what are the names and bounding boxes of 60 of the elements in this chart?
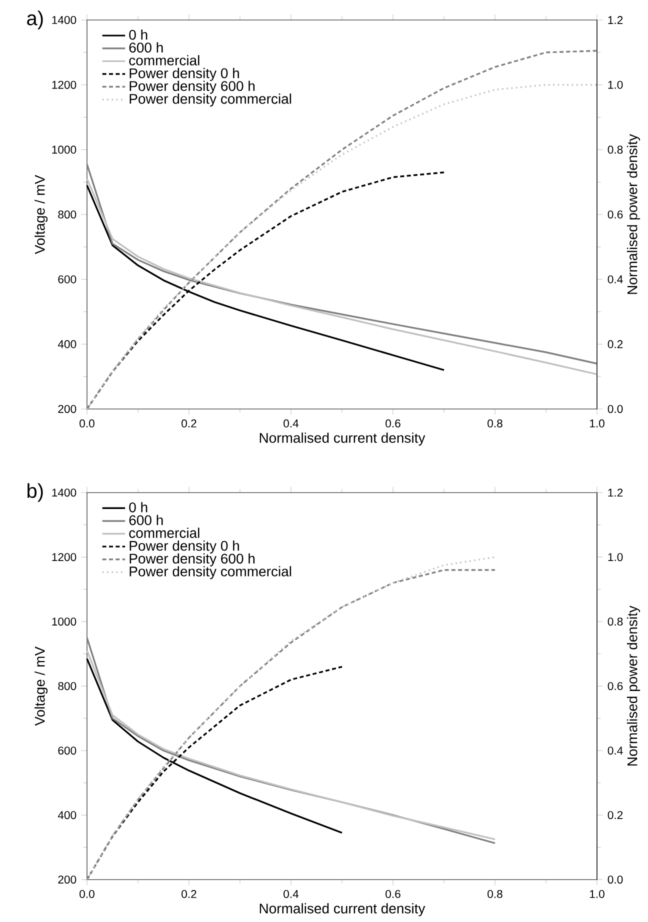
x-tick-label: 1.0	[590, 419, 604, 428]
y2-tick-label: 1.0	[608, 80, 623, 89]
x-tick-label: 0.4	[284, 419, 299, 428]
legend-label: Power density 0 h	[130, 68, 239, 81]
y2-tick-label: 0.8	[608, 618, 623, 626]
x-axis-title: Normalised current density	[260, 432, 426, 446]
legend-label: 0 h	[129, 29, 148, 40]
x-tick-label: 0.8	[488, 419, 502, 428]
y2-tick-label: 0.4	[608, 746, 623, 755]
y-tick-label: 1000	[52, 618, 76, 626]
legend-label: Power density commercial	[130, 566, 292, 580]
y2-tick-label: 0.6	[608, 682, 623, 690]
y-tick-label: 1400	[52, 16, 76, 24]
y-tick-label: 400	[58, 340, 76, 348]
x-tick-label: 0.6	[386, 890, 400, 898]
y-tick-label: 800	[58, 210, 76, 219]
y2-tick-label: 0.0	[608, 404, 623, 413]
y2-tick-label: 0.2	[608, 340, 623, 348]
text: b)	[28, 483, 43, 502]
y2-tick-label: 1.0	[608, 553, 623, 562]
text: a)	[27, 10, 43, 30]
legend-label: 600 h	[129, 514, 163, 526]
y2-tick-label: 0.8	[608, 146, 623, 154]
legend-label: commercial	[129, 55, 200, 66]
y-axis-title: Voltage / mV	[34, 646, 48, 726]
legend-label: Power density 600 h	[130, 80, 255, 94]
y-tick-label: 600	[58, 746, 76, 755]
x-tick-label: 0.4	[284, 890, 299, 898]
y-tick-label: 200	[58, 404, 76, 414]
x-tick-label: 1.0	[590, 890, 604, 898]
y-tick-label: 1000	[52, 146, 76, 154]
y2-tick-label: 0.4	[608, 275, 623, 284]
y2-tick-label: 1.2	[608, 16, 623, 24]
legend-label: 600 h	[129, 42, 163, 53]
y2-tick-label: 0.6	[608, 210, 623, 219]
legend-label: Power density 600 h	[130, 553, 255, 566]
x-tick-label: 0.2	[182, 419, 196, 428]
y2-axis-title: Normalised power density	[626, 606, 640, 766]
y2-tick-label: 1.2	[608, 488, 623, 497]
x-tick-label: 0.0	[80, 419, 94, 428]
y-tick-label: 800	[58, 682, 76, 690]
x-axis-title: Normalised current density	[260, 903, 426, 916]
y2-tick-label: 0.0	[608, 876, 623, 884]
x-tick-label: 0.6	[386, 419, 400, 428]
y2-axis-title: Normalised power density	[626, 134, 640, 294]
y-tick-label: 1400	[52, 488, 76, 497]
y-tick-label: 600	[58, 275, 76, 284]
x-tick-label: 0.2	[182, 890, 196, 898]
x-tick-label: 0.8	[488, 890, 502, 898]
y-tick-label: 1200	[52, 80, 76, 89]
legend-label: Power density 0 h	[130, 540, 239, 554]
legend-label: commercial	[129, 528, 200, 538]
legend-label: Power density commercial	[130, 94, 292, 107]
y2-tick-label: 0.2	[608, 811, 623, 820]
y-tick-label: 200	[58, 876, 76, 884]
y-axis-title: Voltage / mV	[34, 174, 48, 254]
legend-label: 0 h	[129, 502, 148, 512]
y-tick-label: 400	[58, 811, 76, 820]
y-tick-label: 1200	[52, 553, 76, 562]
x-tick-label: 0.0	[80, 890, 94, 898]
